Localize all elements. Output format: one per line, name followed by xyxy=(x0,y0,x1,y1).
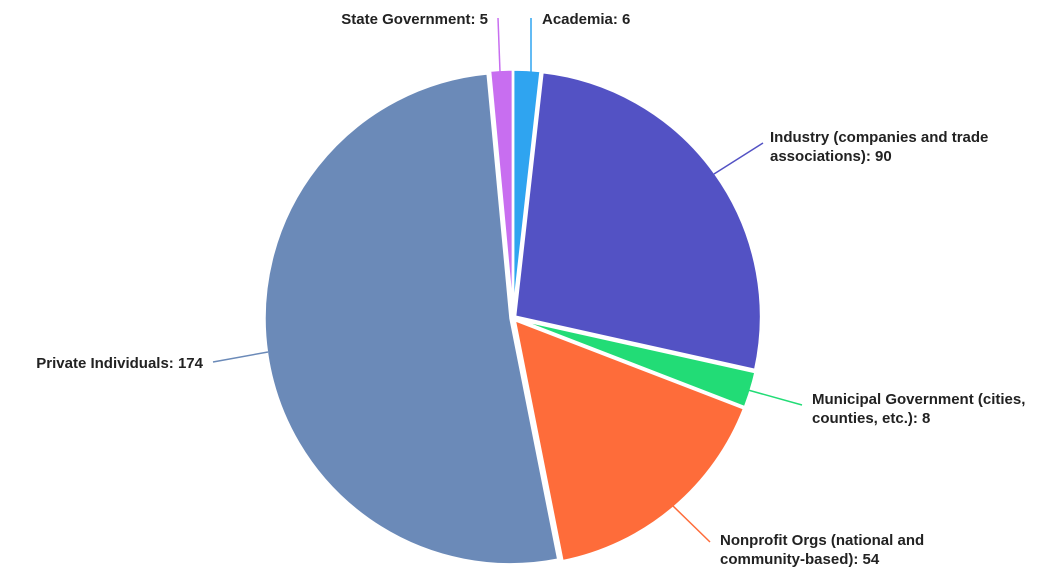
leader-line-nonprofit-orgs-national-and-community-based xyxy=(671,504,711,543)
leader-lines xyxy=(212,17,803,543)
pie-slice-industry-companies-and-trade-associations xyxy=(513,70,763,372)
slice-label-line: State Government: 5 xyxy=(341,11,488,28)
slice-label-line: community-based): 54 xyxy=(720,551,880,568)
slice-label-line: Municipal Government (cities, xyxy=(812,391,1025,408)
leader-line-state-government xyxy=(497,17,501,73)
slice-labels: Academia: 6 Industry (companies and trade… xyxy=(36,11,1025,568)
slice-label-line: Nonprofit Orgs (national and xyxy=(720,532,924,549)
slice-label-nonprofit-orgs-national-and-community-based: Nonprofit Orgs (national and community-ba… xyxy=(720,532,924,568)
slice-label-municipal-government-cities-counties-etc: Municipal Government (cities, counties, e… xyxy=(812,391,1025,427)
slice-label-industry-companies-and-trade-associations: Industry (companies and trade association… xyxy=(770,129,988,165)
slice-label-line: counties, etc.): 8 xyxy=(812,410,930,427)
slice-label-state-government: State Government: 5 xyxy=(341,11,488,28)
slice-label-line: Industry (companies and trade xyxy=(770,129,988,146)
pie-slice-private-individuals xyxy=(263,72,560,566)
slice-label-private-individuals: Private Individuals: 174 xyxy=(36,355,203,372)
slice-label-line: Academia: 6 xyxy=(542,11,630,28)
pie-slices xyxy=(263,68,763,566)
slice-label-line: Private Individuals: 174 xyxy=(36,355,203,372)
pie-slice-municipal-government-cities-counties-etc xyxy=(514,317,757,409)
pie-slice-nonprofit-orgs-national-and-community-based xyxy=(513,318,746,563)
pie-slice-state-government xyxy=(488,68,515,317)
leader-line-private-individuals xyxy=(212,351,269,363)
leader-line-municipal-government-cities-counties-etc xyxy=(747,389,803,406)
leader-line-industry-companies-and-trade-associations xyxy=(713,142,764,175)
slice-label-academia: Academia: 6 xyxy=(542,11,630,28)
slice-label-line: associations): 90 xyxy=(770,148,892,165)
